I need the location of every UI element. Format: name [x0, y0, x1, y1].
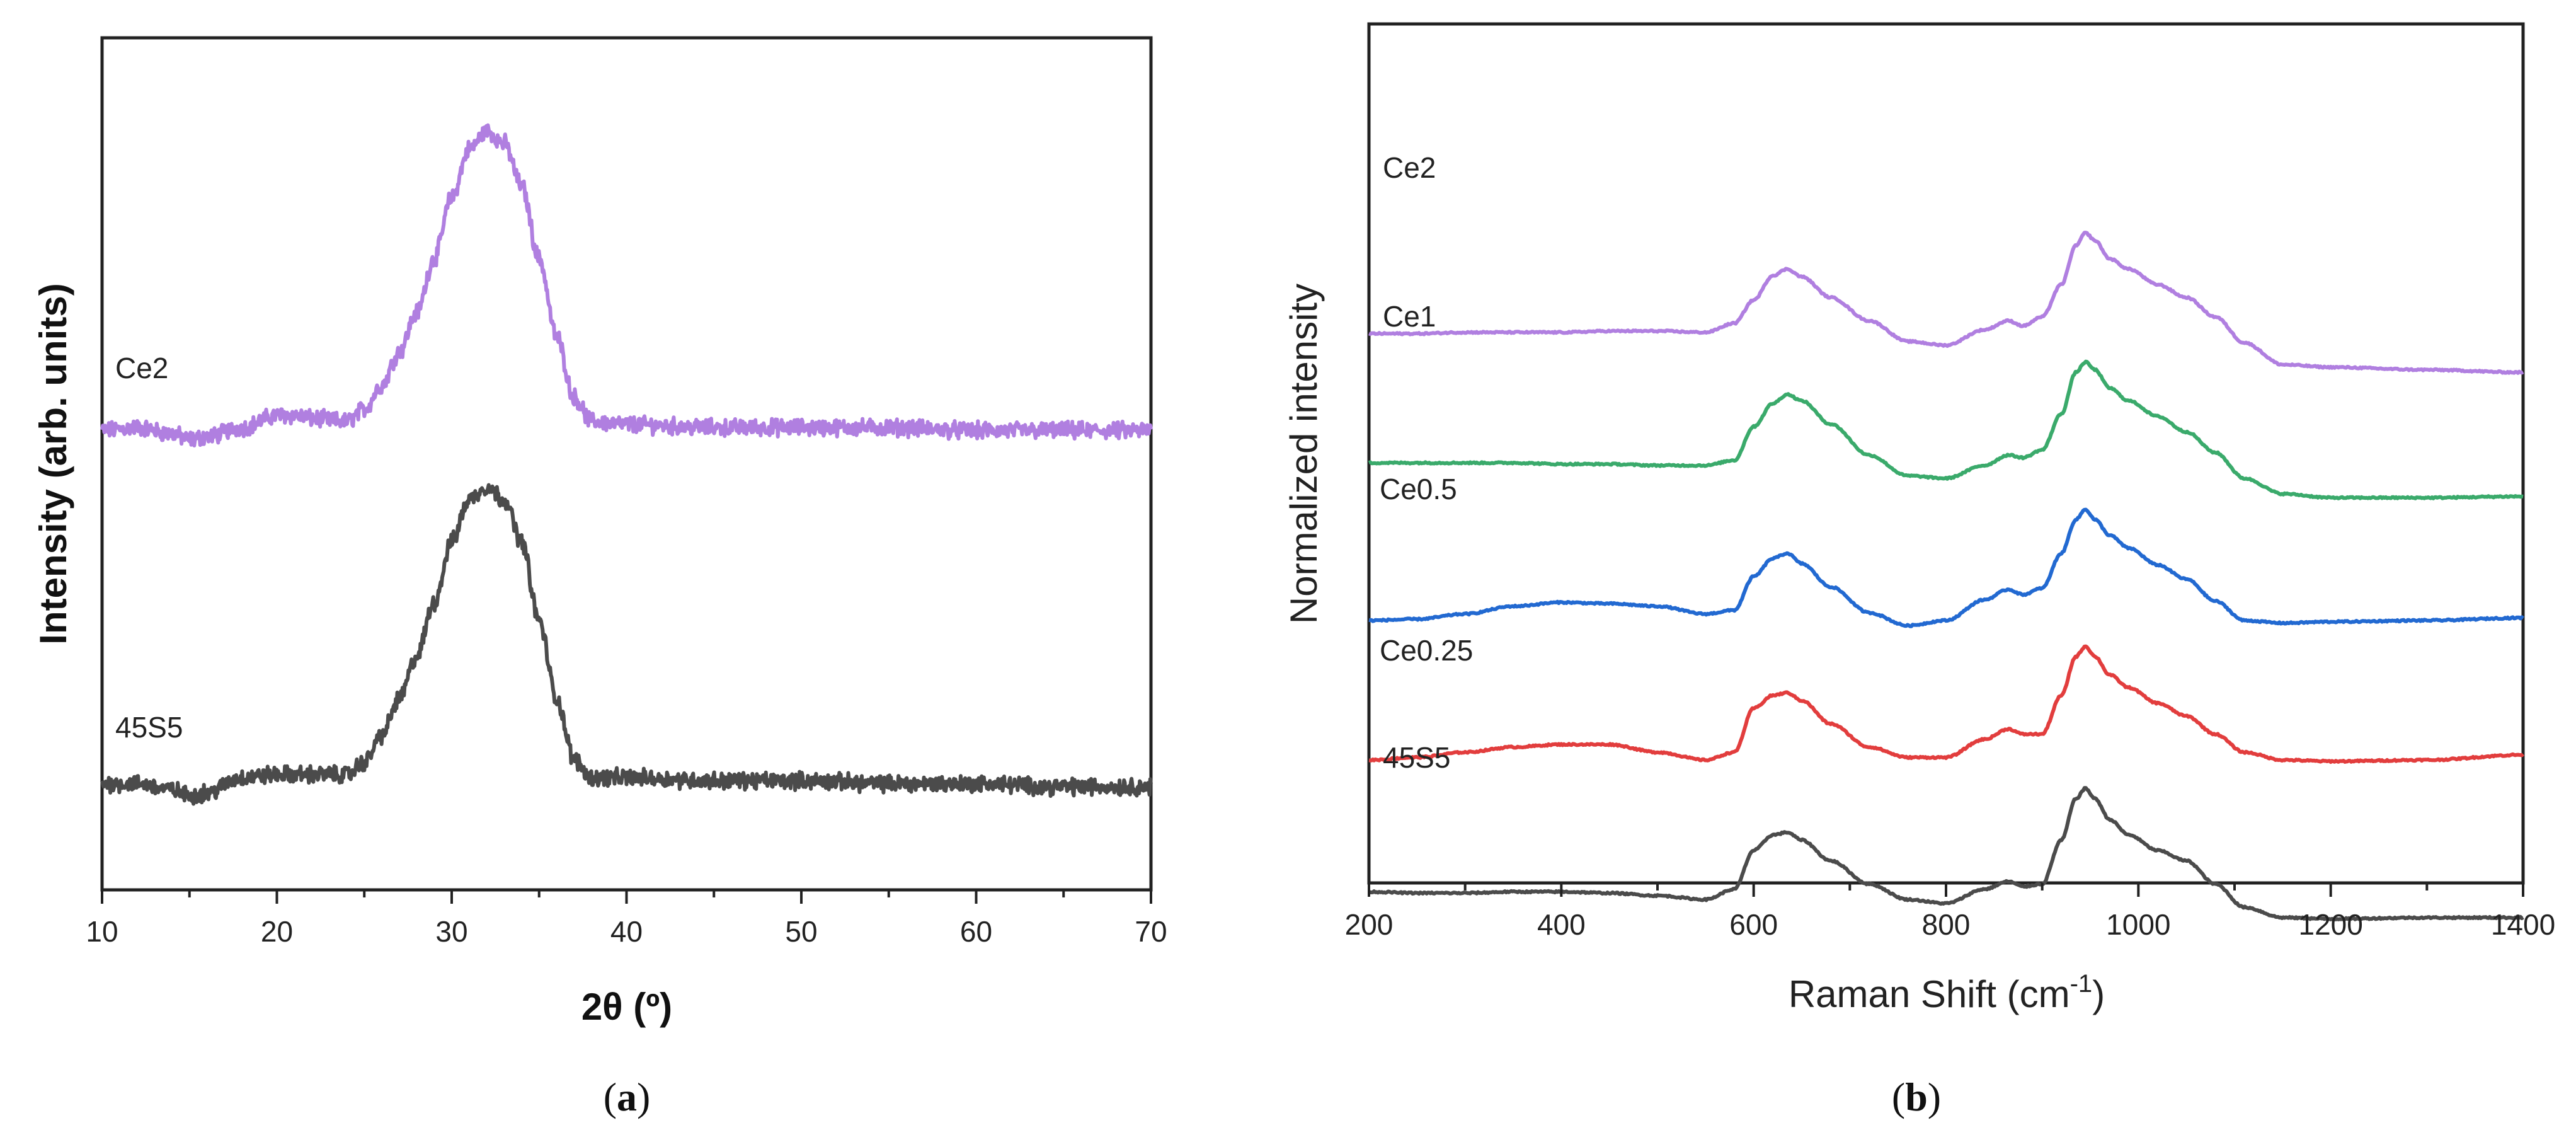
- panel-b-series-label-45s5: 45S5: [1383, 741, 1450, 774]
- panel-b-x-tick-label: 1200: [2298, 908, 2362, 941]
- panel-a-x-ticks: 10 20 30 40 50 60 70: [86, 890, 1167, 948]
- panel-a-x-tick-label: 50: [785, 915, 817, 948]
- panel-b-series-line-ce025: [1368, 644, 2525, 764]
- panel-b-x-tick-label: 400: [1537, 908, 1586, 941]
- panel-b: 200 400 600 800 1000 1200 1400 Ce2 Ce1 Ce0.5 C…: [1283, 22, 2555, 1119]
- panel-a-x-tick-label: 20: [261, 915, 293, 948]
- panel-a-series-label-45s5: 45S5: [115, 711, 183, 744]
- panel-b-y-axis-title: Normalized intensity: [1283, 284, 1325, 624]
- panel-a: 10 20 30 40 50 60 70 Ce2 45S5 2θ (º) Intensity…: [32, 36, 1167, 1119]
- panel-b-caption-letter: b: [1905, 1075, 1928, 1119]
- panel-b-caption-label: (b): [1892, 1075, 1941, 1119]
- panel-b-series-label-ce2: Ce2: [1383, 151, 1436, 184]
- panel-b-caption-close: ): [1928, 1075, 1941, 1119]
- panel-a-series-line-ce2: [100, 123, 1153, 447]
- panel-b-x-tick-label: 800: [1922, 908, 1971, 941]
- panel-b-series-label-ce1: Ce1: [1383, 300, 1436, 333]
- panel-a-x-tick-label: 60: [960, 915, 992, 948]
- panel-a-series-line-45s5: [100, 483, 1153, 806]
- panel-a-caption-open: (: [604, 1075, 617, 1119]
- panel-a-series-group: [100, 123, 1153, 806]
- panel-a-x-tick-label: 70: [1135, 915, 1167, 948]
- panel-b-x-tick-label: 200: [1345, 908, 1394, 941]
- panel-b-series-label-ce05: Ce0.5: [1380, 473, 1457, 505]
- panel-b-series-line-ce1: [1368, 359, 2524, 500]
- panel-b-x-tick-label: 600: [1729, 908, 1778, 941]
- panel-b-caption-open: (: [1892, 1075, 1905, 1119]
- panel-a-y-axis-title: Intensity (arb. units): [32, 283, 74, 644]
- panel-b-x-axis-title-sup: -1: [2070, 970, 2093, 998]
- panel-b-x-tick-label: 1000: [2106, 908, 2170, 941]
- panel-b-x-axis-title-main: Raman Shift (cm: [1789, 973, 2070, 1015]
- panel-b-series-line-ce2: [1368, 231, 2524, 375]
- panel-a-x-tick-label: 30: [435, 915, 467, 948]
- panel-a-caption-label: (a): [604, 1075, 651, 1119]
- panel-a-x-tick-label: 40: [610, 915, 643, 948]
- panel-a-series-label-ce2: Ce2: [115, 352, 168, 384]
- panel-b-x-tick-label: 1400: [2491, 908, 2555, 941]
- panel-a-x-tick-label: 10: [86, 915, 118, 948]
- panel-b-series-line-ce05: [1368, 507, 2524, 628]
- panel-b-series-label-ce025: Ce0.25: [1380, 634, 1473, 667]
- panel-b-x-ticks: 200 400 600 800 1000 1200 1400: [1345, 883, 2555, 941]
- panel-a-x-axis-title: 2θ (º): [581, 986, 672, 1028]
- panel-a-caption-close: ): [637, 1075, 650, 1119]
- panel-b-x-axis-title-close: ): [2092, 973, 2105, 1015]
- panel-a-caption-letter: a: [617, 1075, 637, 1119]
- panel-b-x-axis-title: Raman Shift (cm-1): [1789, 970, 2105, 1015]
